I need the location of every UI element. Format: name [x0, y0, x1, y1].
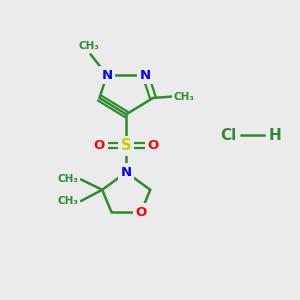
Text: CH₃: CH₃ [57, 174, 78, 184]
Text: CH₃: CH₃ [79, 41, 100, 51]
Text: O: O [94, 139, 105, 152]
Text: O: O [135, 206, 146, 219]
Text: S: S [121, 138, 131, 153]
Text: H: H [268, 128, 281, 142]
Text: O: O [147, 139, 159, 152]
Text: N: N [140, 69, 151, 82]
Text: N: N [121, 166, 132, 179]
Text: Cl: Cl [220, 128, 237, 142]
Text: N: N [101, 69, 112, 82]
Text: CH₃: CH₃ [174, 92, 195, 101]
Text: CH₃: CH₃ [57, 196, 78, 206]
